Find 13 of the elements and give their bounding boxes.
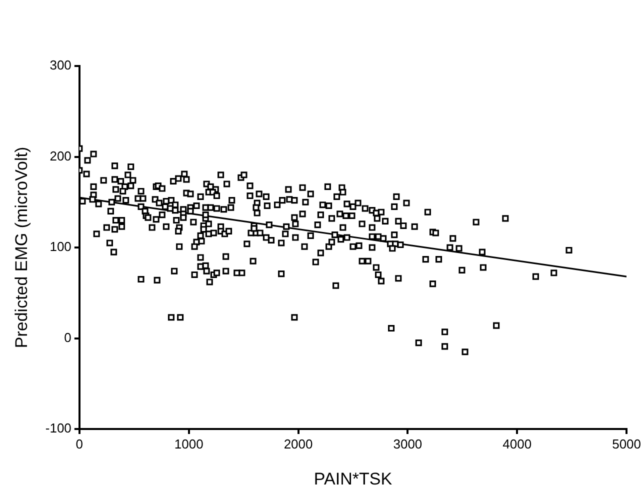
x-tick-label: 4000 bbox=[502, 436, 532, 452]
x-tick-label: 3000 bbox=[393, 436, 422, 452]
y-tick-label: 100 bbox=[50, 239, 72, 254]
x-tick-label: 0 bbox=[76, 436, 84, 452]
x-tick-label: 5000 bbox=[612, 436, 641, 452]
x-tick-label: 1000 bbox=[174, 436, 204, 452]
x-axis-title: PAIN*TSK bbox=[314, 469, 393, 488]
y-tick-label: 300 bbox=[50, 58, 72, 73]
y-tick-label: -100 bbox=[45, 420, 72, 436]
y-tick-label: 0 bbox=[64, 330, 72, 345]
y-tick-label: 200 bbox=[50, 148, 72, 164]
x-tick-label: 2000 bbox=[284, 436, 313, 452]
y-axis-title: Predicted EMG (microVolt) bbox=[12, 146, 31, 348]
